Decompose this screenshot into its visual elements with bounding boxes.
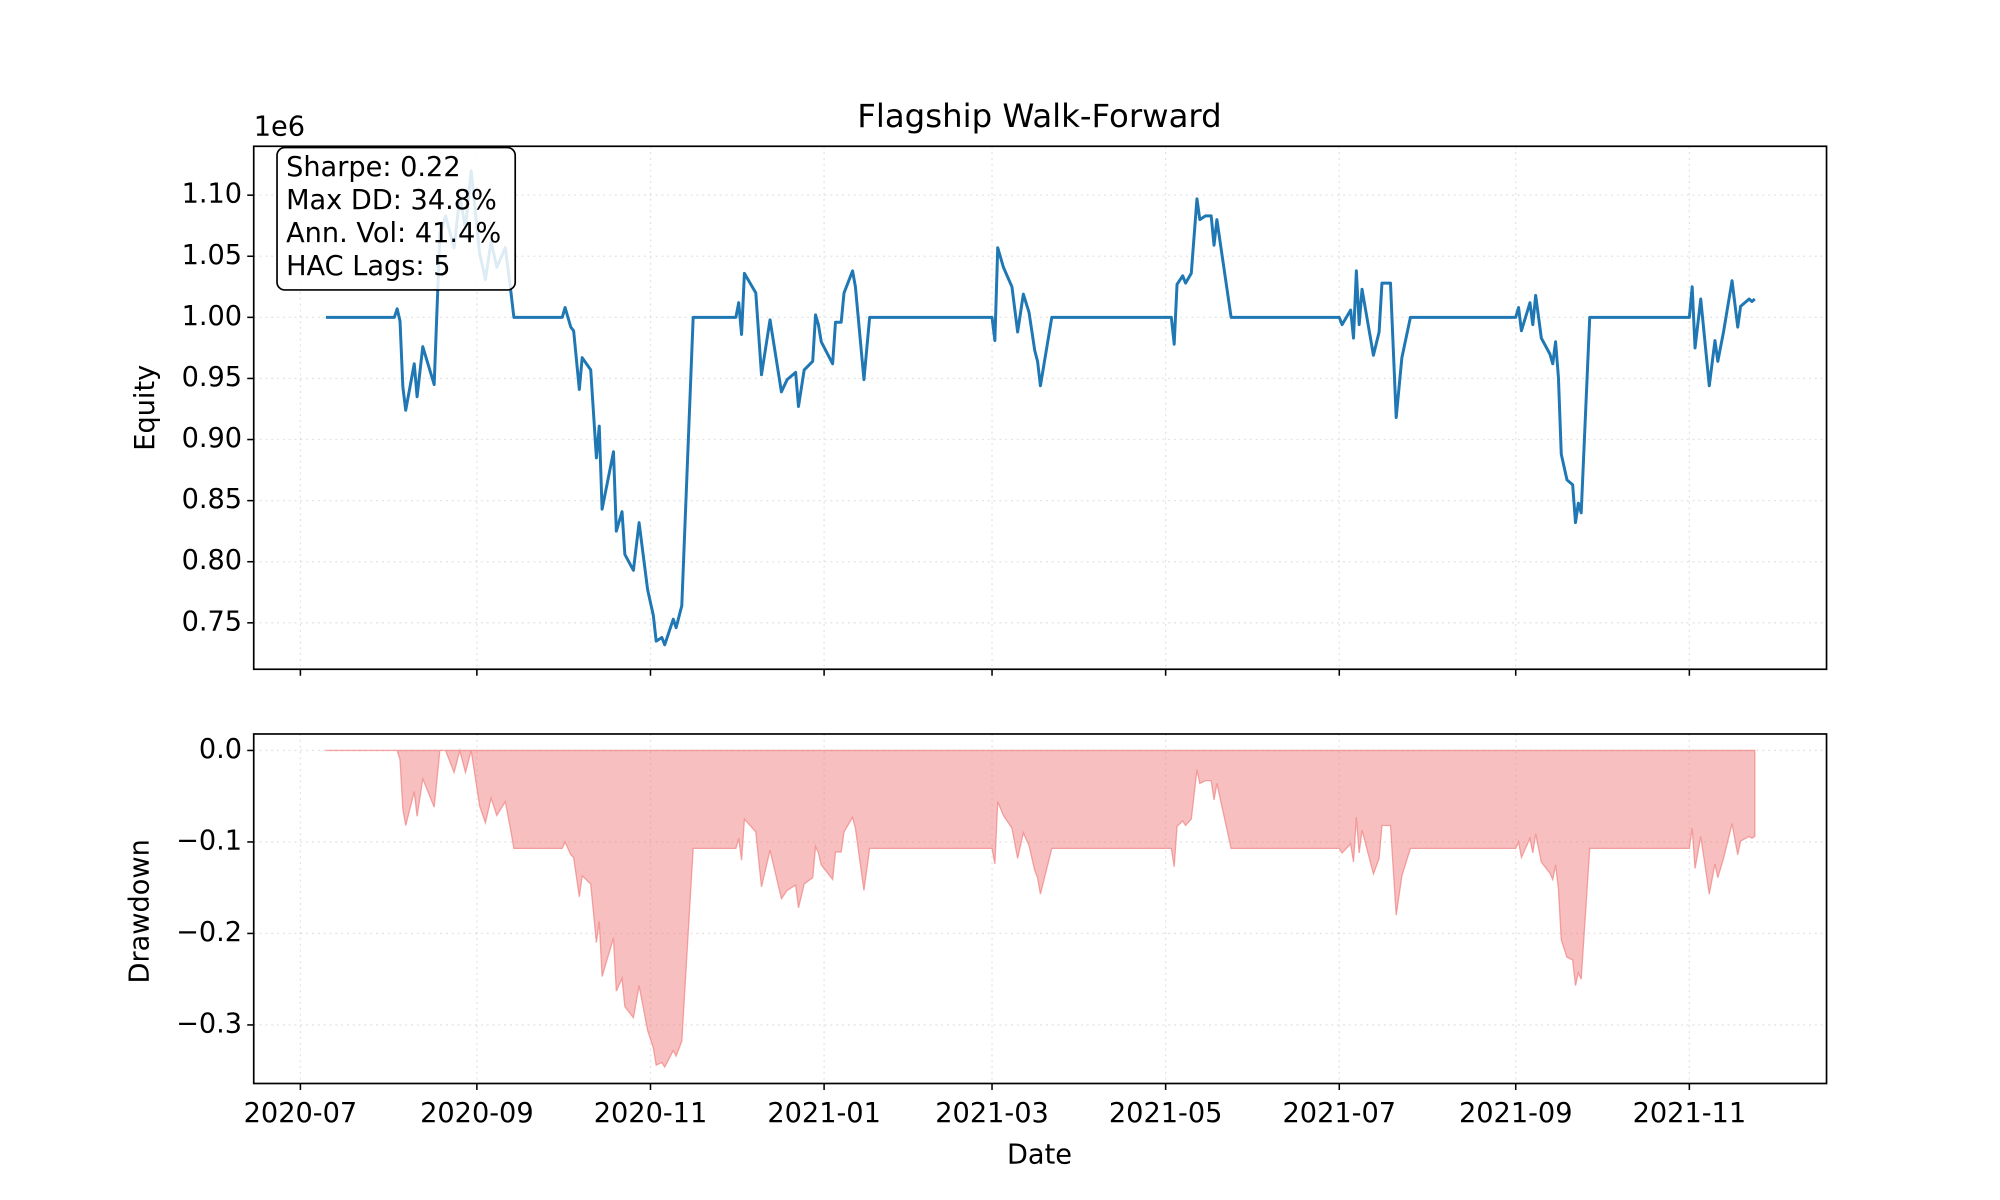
x-axis-label: Date (1007, 1139, 1072, 1170)
chart-title: Flagship Walk-Forward (857, 97, 1221, 135)
annotation-line: Max DD: 34.8% (286, 185, 497, 216)
y-axis-label: Equity (130, 365, 161, 451)
x-tick-label: 2020-07 (244, 1098, 358, 1129)
equity-line (326, 169, 1756, 647)
y-tick-label: 0.80 (182, 545, 243, 576)
x-tick-label: 2021-09 (1459, 1098, 1573, 1129)
y-axis-label: Drawdown (125, 839, 156, 983)
axes-frame (252, 733, 1828, 1085)
annotation-line: HAC Lags: 5 (286, 251, 450, 282)
y-tick-label: 0.85 (182, 484, 243, 515)
y-tick-label: 1.05 (182, 240, 243, 271)
x-tick-label: 2021-05 (1109, 1098, 1223, 1129)
annotation-line: Ann. Vol: 41.4% (286, 218, 501, 249)
drawdown-area (325, 747, 1756, 1069)
y-tick-label: 0.75 (182, 606, 243, 637)
y-tick-label: 0.95 (182, 362, 243, 393)
y-tick-label: 1.00 (182, 301, 243, 332)
y-tick-label: −0.2 (176, 917, 242, 948)
axes-frame (252, 145, 1828, 671)
x-tick-label: 2021-03 (935, 1098, 1049, 1129)
x-tick-label: 2021-07 (1283, 1098, 1397, 1129)
x-tick-label: 2021-11 (1633, 1098, 1747, 1129)
y-tick-label: 1.10 (182, 179, 243, 210)
annotation-line: Sharpe: 0.22 (286, 152, 461, 183)
y-tick-label: −0.1 (176, 825, 242, 856)
x-tick-label: 2020-11 (594, 1098, 708, 1129)
plots: 0.75 0.80 0.85 0.90 0.95 1.00 1.05 1.10 −0.3 −0.2… (176, 145, 1828, 1129)
annotation-box (276, 146, 517, 291)
x-tick-label: 2021-01 (767, 1098, 881, 1129)
y-tick-label: 0.0 (199, 734, 242, 765)
y-tick-label: 0.90 (182, 423, 243, 454)
y-tick-label: −0.3 (176, 1008, 242, 1039)
axes: −0.3 −0.2 −0.1 0.0 2020-07 2020-09 2020-11 2021… (176, 733, 1828, 1129)
y-offset-label: 1e6 (254, 112, 305, 143)
x-tick-label: 2020-09 (420, 1098, 534, 1129)
